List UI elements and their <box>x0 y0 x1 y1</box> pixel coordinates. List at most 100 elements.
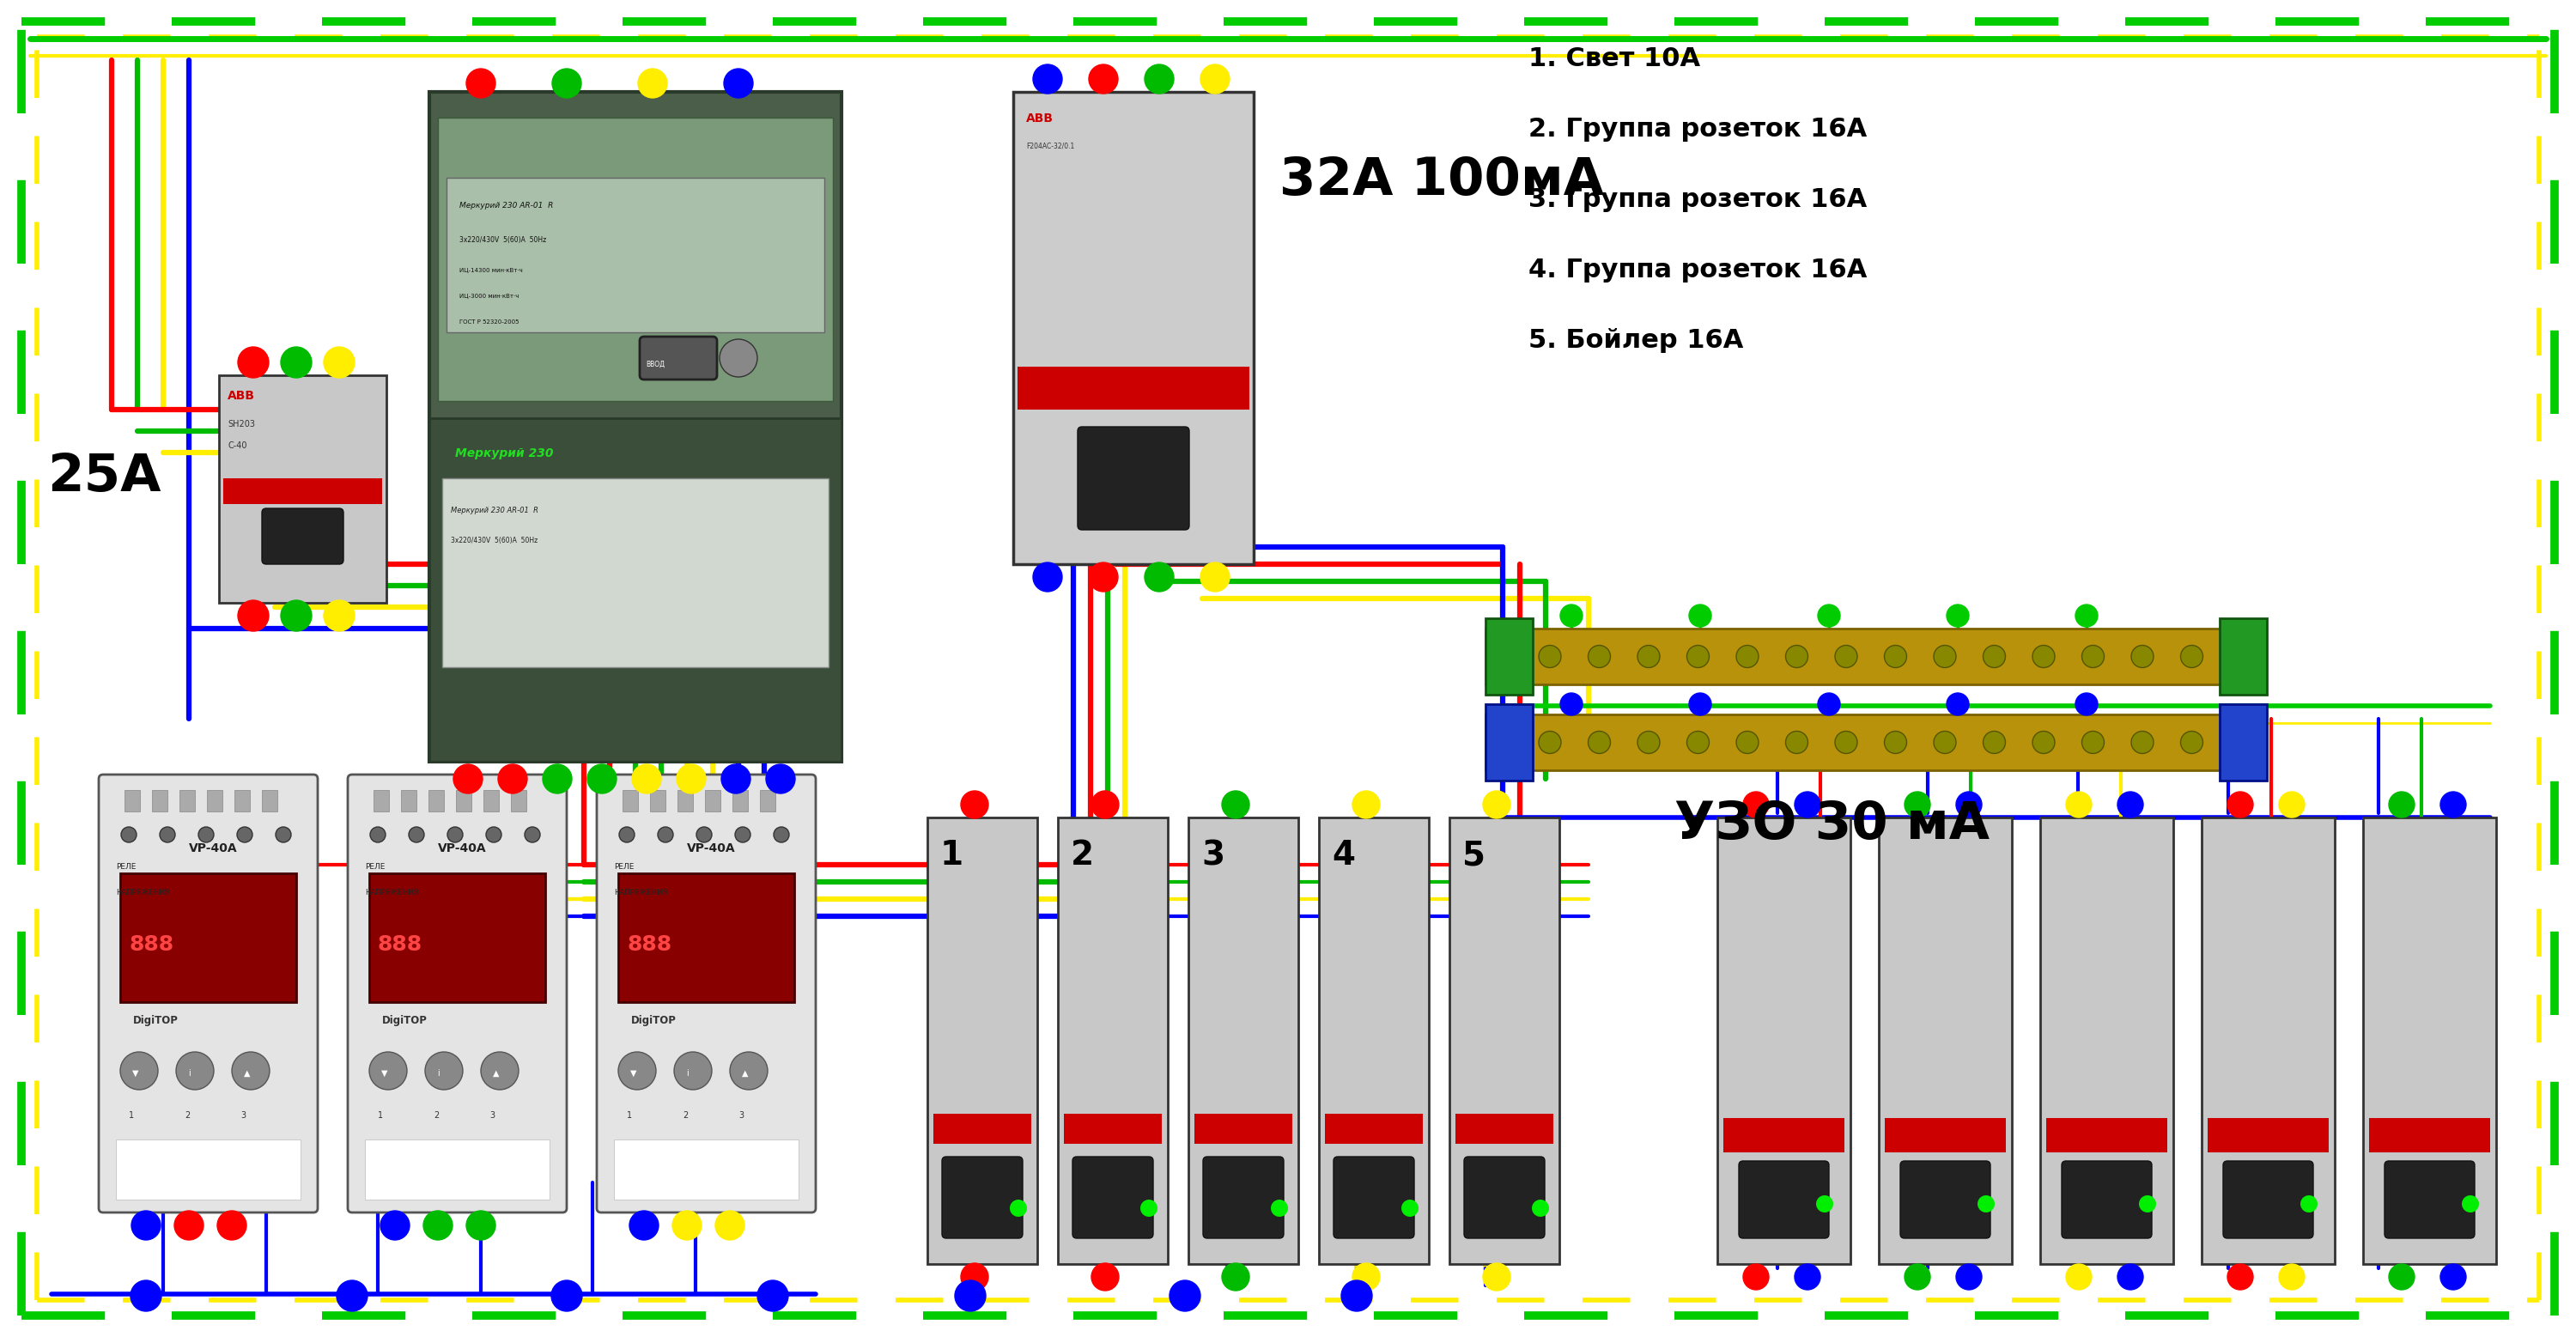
Circle shape <box>1587 731 1610 754</box>
Bar <box>1012 92 1255 564</box>
Text: 888: 888 <box>379 935 422 955</box>
FancyBboxPatch shape <box>1334 1157 1414 1238</box>
Text: УЗО 30 мА: УЗО 30 мА <box>1674 800 1989 850</box>
Bar <box>1319 817 1430 1263</box>
Circle shape <box>175 1211 204 1239</box>
Circle shape <box>237 826 252 842</box>
Circle shape <box>2228 1263 2254 1290</box>
Circle shape <box>1170 1281 1200 1312</box>
Circle shape <box>121 826 137 842</box>
Circle shape <box>121 1052 157 1090</box>
Circle shape <box>2117 792 2143 817</box>
Circle shape <box>2066 792 2092 817</box>
Bar <box>116 1139 301 1199</box>
Text: ▲: ▲ <box>742 1070 747 1078</box>
FancyBboxPatch shape <box>98 774 317 1213</box>
Circle shape <box>422 1211 453 1239</box>
Circle shape <box>160 826 175 842</box>
Circle shape <box>2130 646 2154 667</box>
FancyBboxPatch shape <box>2385 1161 2476 1238</box>
Circle shape <box>1690 604 1710 627</box>
Circle shape <box>1538 646 1561 667</box>
Bar <box>927 817 1038 1263</box>
FancyBboxPatch shape <box>2061 1161 2151 1238</box>
Circle shape <box>2076 604 2097 627</box>
Circle shape <box>1955 792 1981 817</box>
Circle shape <box>1561 693 1582 715</box>
Text: 888: 888 <box>129 935 173 955</box>
Circle shape <box>1144 563 1175 592</box>
Circle shape <box>237 346 268 378</box>
Circle shape <box>672 1211 701 1239</box>
Circle shape <box>1638 731 1659 754</box>
Text: ВВОД: ВВОД <box>647 361 665 369</box>
Text: ▼: ▼ <box>631 1070 636 1078</box>
Circle shape <box>696 826 711 842</box>
Circle shape <box>2138 1195 2156 1213</box>
Bar <box>732 790 747 812</box>
Circle shape <box>765 765 796 793</box>
Text: DigiTOP: DigiTOP <box>631 1015 677 1027</box>
Text: НАПРЯЖЕНИЯ: НАПРЯЖЕНИЯ <box>366 889 417 897</box>
Circle shape <box>453 765 482 793</box>
Bar <box>430 418 842 762</box>
Circle shape <box>639 68 667 98</box>
Bar <box>933 1114 1030 1143</box>
Circle shape <box>677 765 706 793</box>
Text: 5. Бойлер 16А: 5. Бойлер 16А <box>1528 328 1744 353</box>
Circle shape <box>1947 604 1968 627</box>
Text: DigiTOP: DigiTOP <box>134 1015 178 1027</box>
Circle shape <box>716 1211 744 1239</box>
Circle shape <box>1690 693 1710 715</box>
Circle shape <box>551 1281 582 1312</box>
Circle shape <box>1352 1263 1381 1290</box>
Bar <box>1718 817 1850 1263</box>
Circle shape <box>237 600 268 631</box>
Circle shape <box>1401 1199 1419 1217</box>
Circle shape <box>1221 792 1249 818</box>
Bar <box>1064 1114 1162 1143</box>
Circle shape <box>1978 1195 1994 1213</box>
Circle shape <box>1141 1199 1157 1217</box>
Text: F204AC-32/0.1: F204AC-32/0.1 <box>1025 142 1074 150</box>
Bar <box>402 790 417 812</box>
Text: DigiTOP: DigiTOP <box>381 1015 428 1027</box>
Circle shape <box>1736 646 1759 667</box>
Circle shape <box>1816 1195 1834 1213</box>
Bar <box>623 790 639 812</box>
Bar <box>2040 817 2174 1263</box>
Bar <box>613 1139 799 1199</box>
FancyBboxPatch shape <box>2223 1161 2313 1238</box>
Circle shape <box>1795 792 1821 817</box>
Circle shape <box>198 826 214 842</box>
Circle shape <box>757 1281 788 1312</box>
Circle shape <box>1092 792 1118 818</box>
Circle shape <box>1090 563 1118 592</box>
Circle shape <box>1010 1199 1028 1217</box>
Circle shape <box>2280 792 2306 817</box>
Text: 1: 1 <box>940 838 963 872</box>
Bar <box>1059 817 1167 1263</box>
Text: SH203: SH203 <box>227 420 255 428</box>
Circle shape <box>1561 604 1582 627</box>
Bar <box>443 479 829 667</box>
Text: НАПРЯЖЕНИЯ: НАПРЯЖЕНИЯ <box>613 889 667 897</box>
Circle shape <box>961 792 989 818</box>
Circle shape <box>721 765 750 793</box>
Bar <box>368 873 546 1003</box>
Circle shape <box>618 1052 657 1090</box>
Circle shape <box>482 1052 518 1090</box>
Circle shape <box>2032 731 2056 754</box>
FancyBboxPatch shape <box>1901 1161 1991 1238</box>
Text: 3: 3 <box>240 1111 245 1120</box>
Text: РЕЛЕ: РЕЛЕ <box>116 862 137 870</box>
Bar <box>1486 705 1533 781</box>
Circle shape <box>325 346 355 378</box>
Circle shape <box>1144 64 1175 94</box>
Text: 4: 4 <box>1332 838 1355 872</box>
Circle shape <box>1819 604 1839 627</box>
Bar <box>446 178 824 333</box>
Text: 25А: 25А <box>46 452 160 503</box>
Circle shape <box>2076 693 2097 715</box>
Text: ABB: ABB <box>227 390 255 402</box>
